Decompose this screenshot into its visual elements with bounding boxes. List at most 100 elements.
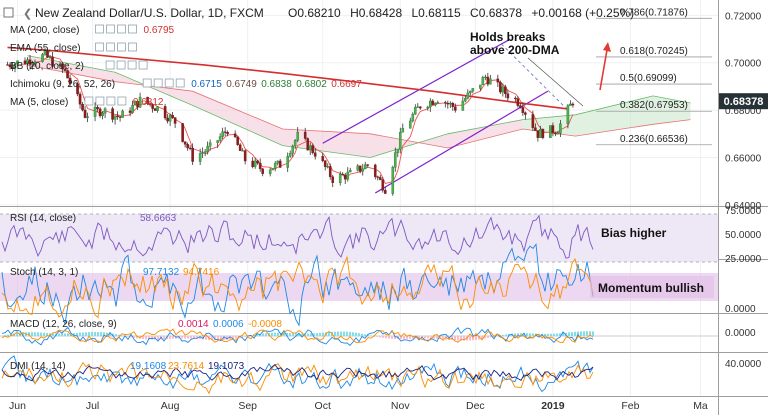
candle-body (101, 112, 104, 117)
macd-hist-bar (184, 336, 186, 339)
candle-body (113, 115, 117, 120)
macd-hist-bar (574, 331, 576, 336)
candle-body (83, 109, 87, 118)
symbol-title: New Zealand Dollar/U.S. Dollar, 1D, FXCM (35, 6, 264, 20)
candle-body (341, 173, 345, 176)
price-tick-label: 0.68000 (725, 106, 762, 117)
candle-body (348, 169, 352, 173)
macd-hist-bar (565, 332, 567, 336)
macd-hist-bar (562, 333, 564, 336)
candle-body (306, 138, 310, 151)
macd-hist-bar (145, 336, 147, 340)
macd-hist-bar (157, 336, 159, 340)
candle-body (163, 106, 167, 119)
candle-body (556, 133, 560, 135)
candle-body (496, 78, 500, 83)
candle-body (569, 103, 572, 106)
macd-hist-bar (412, 336, 414, 339)
candle-body (541, 129, 545, 138)
candle-body (286, 156, 290, 168)
macd-hist-bar (262, 333, 264, 336)
candle-body (411, 113, 415, 122)
collapse-icon[interactable] (3, 7, 14, 18)
candle-body (469, 90, 472, 94)
macd-hist-bar (133, 336, 135, 338)
macd-hist-bar (4, 335, 6, 336)
rsi-line (1, 214, 594, 259)
candle-body (203, 151, 207, 153)
macd-hist-bar (52, 333, 54, 336)
indicator-value: 0.6838 (261, 79, 292, 90)
macd-hist-bar (118, 334, 120, 336)
macd-hist-bar (481, 336, 483, 340)
macd-hist-bar (406, 336, 408, 339)
osc-tick-label: 75.0000 (725, 206, 762, 217)
candle-body (396, 149, 400, 153)
candle-body (393, 152, 397, 168)
candle-body (216, 140, 219, 143)
time-tick-label: Jun (9, 400, 26, 412)
candle-body (366, 164, 370, 166)
candle-body (506, 93, 510, 99)
macd-hist-bar (298, 333, 300, 336)
ascending-channel (322, 35, 569, 194)
price-axis: 0.72000 0.70000 0.68000 0.66000 0.6400075.00… (725, 11, 762, 370)
price-axis-bg (718, 0, 768, 396)
macd-hist-bar (76, 332, 78, 336)
candle-body (46, 50, 49, 58)
indicator-settings-icon (95, 24, 104, 34)
candle-body (416, 106, 420, 108)
macd-hist-bar (454, 336, 456, 341)
stoch-label: Stoch (14, 3, 1) (10, 267, 78, 278)
candle-body (446, 103, 450, 105)
candle-body (168, 115, 172, 122)
macd-hist-bar (460, 336, 462, 341)
candle-body (133, 101, 137, 106)
indicator-settings-icon (153, 78, 163, 88)
macd-hist-bar (43, 332, 45, 336)
macd-hist-bar (307, 333, 309, 336)
main-annotation-line2: above 200-DMA (470, 43, 560, 57)
osc-tick-label: 0.0000 (725, 304, 756, 315)
macd-hist-bar (367, 334, 369, 336)
candle-body (58, 63, 62, 67)
candle-body (11, 66, 14, 69)
macd-hist-bar (67, 333, 69, 336)
macd-hist-bar (151, 336, 153, 340)
candle-body (363, 164, 367, 170)
macd-hist-bar (427, 336, 429, 339)
indicator-settings-icon (116, 60, 126, 70)
candle-body (499, 81, 502, 93)
candle-body (413, 107, 417, 115)
macd-hist-bar (169, 336, 171, 339)
candle-body (76, 83, 79, 95)
osc-tick-label: 50.0000 (725, 230, 762, 241)
macd-hist-bar (229, 336, 231, 340)
indicator-label: MA (5, close) (10, 97, 68, 108)
indicator-settings-icon (106, 42, 115, 52)
candle-body (566, 105, 570, 124)
indicator-settings-icon (117, 42, 126, 52)
indicator-settings-icon (84, 96, 94, 106)
macd-hist-bar (91, 331, 93, 336)
candle-body (401, 128, 405, 133)
macd-hist-bar (211, 336, 213, 341)
macd-hist-bar (337, 331, 339, 336)
candle-body (268, 169, 272, 174)
candle-body (328, 166, 332, 178)
macd-hist-bar (88, 332, 90, 336)
fib-level-label: 0.5(0.69099) (620, 73, 677, 84)
candle-body (8, 64, 12, 68)
candle-body (31, 62, 34, 65)
candle-body (171, 115, 174, 118)
forecast-arrows (527, 42, 611, 107)
candle-body (116, 115, 119, 117)
macd-hist-bar (205, 336, 207, 340)
macd-hist-bar (100, 332, 102, 336)
expand-chevron-icon[interactable]: ❮ (23, 8, 32, 20)
macd-hist-bar (379, 336, 381, 338)
macd-hist-bar (148, 336, 150, 340)
candle-body (276, 160, 279, 164)
candle-body (243, 150, 247, 162)
price-tick-label: 0.64000 (725, 201, 762, 212)
